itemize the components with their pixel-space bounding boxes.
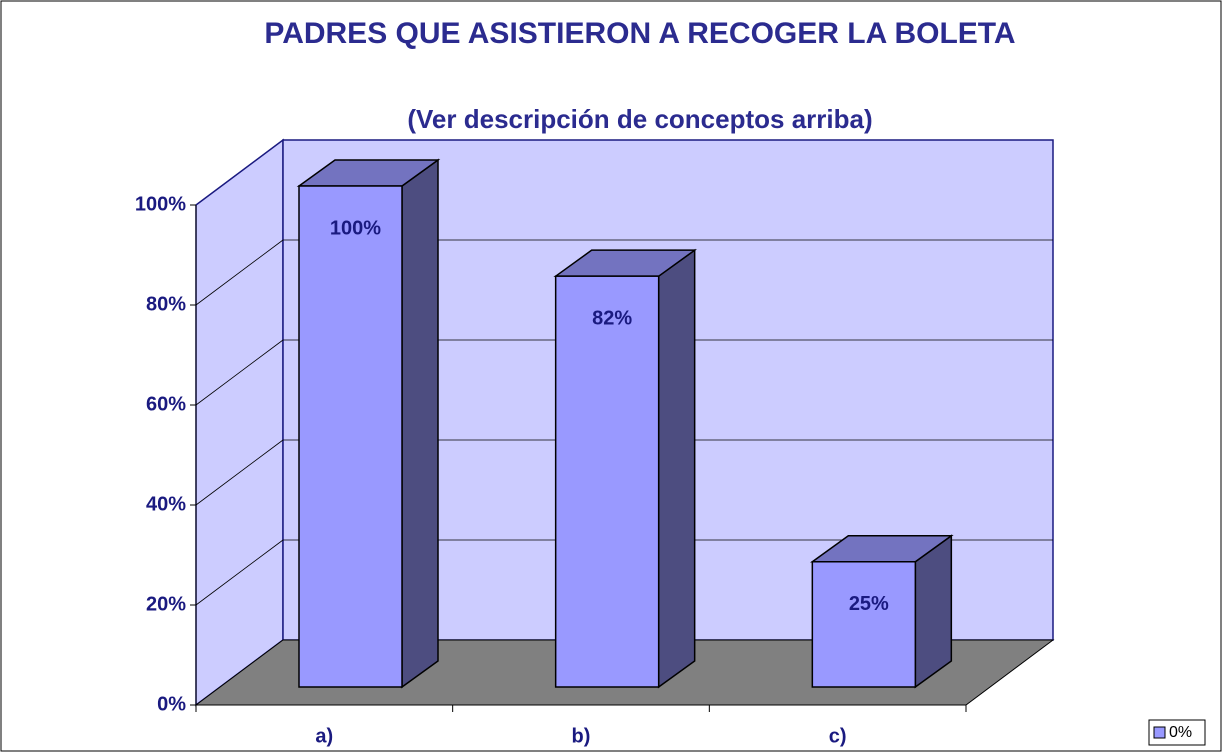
chart-title: PADRES QUE ASISTIERON A RECOGER LA BOLET… [264, 17, 1016, 50]
x-tick-label: c) [829, 725, 847, 747]
data-label: 82% [592, 307, 632, 329]
y-tick-label: 20% [146, 593, 186, 615]
y-tick-label: 60% [146, 393, 186, 415]
y-tick-label: 100% [135, 193, 186, 215]
bar-side [657, 248, 696, 689]
y-tick-label: 80% [146, 293, 186, 315]
data-label: 100% [330, 217, 381, 239]
grid-line [195, 539, 284, 606]
legend-swatch [1153, 726, 1166, 739]
data-label: 25% [849, 593, 889, 615]
grid-line [195, 339, 284, 406]
x-tick-label: a) [315, 725, 333, 747]
bar [811, 561, 917, 688]
chart-subtitle: (Ver descripción de conceptos arriba) [407, 104, 873, 134]
grid-line [195, 439, 284, 506]
bar [554, 275, 660, 688]
bar-side [401, 158, 439, 689]
legend-label: 0% [1169, 724, 1192, 741]
y-tick-label: 40% [146, 493, 186, 515]
bar [298, 185, 403, 688]
y-tick-label: 0% [157, 693, 186, 715]
left-wall [195, 138, 284, 707]
grid-line [195, 239, 284, 306]
x-tick-label: b) [572, 725, 591, 747]
